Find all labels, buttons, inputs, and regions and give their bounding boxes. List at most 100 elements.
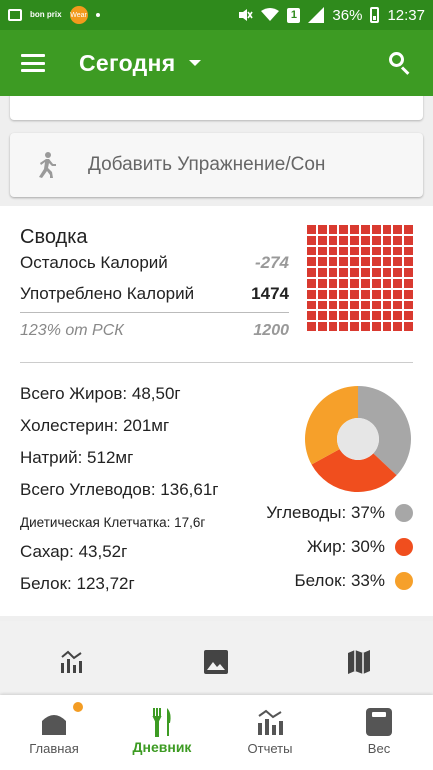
calorie-grid-cell bbox=[307, 235, 316, 245]
calorie-grid-cell bbox=[317, 311, 327, 321]
calorie-grid-cell bbox=[307, 246, 316, 256]
sim-icon: 1 bbox=[287, 7, 301, 23]
nav-weight-label: Вес bbox=[367, 741, 391, 756]
menu-icon[interactable] bbox=[21, 54, 45, 72]
cutlery-icon bbox=[152, 708, 171, 737]
calorie-grid-cell bbox=[382, 246, 392, 256]
calorie-grid-cell bbox=[350, 257, 359, 267]
donut-hole bbox=[337, 418, 379, 460]
calorie-grid-cell bbox=[339, 268, 349, 277]
nutrient-sugar: Сахар: 43,52г bbox=[20, 542, 128, 561]
nutrient-fat: Всего Жиров: 48,50г bbox=[20, 384, 181, 403]
calorie-grid-cell bbox=[371, 300, 381, 310]
date-selector-title[interactable]: Сегодня bbox=[79, 49, 176, 76]
nav-weight[interactable]: Вес bbox=[325, 695, 433, 770]
reports-icon[interactable] bbox=[59, 649, 85, 675]
image-notification-icon bbox=[8, 9, 22, 21]
calorie-grid-cell bbox=[371, 268, 381, 277]
calorie-grid-cell bbox=[371, 289, 381, 299]
calorie-grid-cell bbox=[317, 322, 327, 331]
calorie-grid-cell bbox=[339, 225, 349, 234]
remaining-calories-value: -274 bbox=[254, 253, 289, 272]
calorie-grid-cell bbox=[317, 289, 327, 299]
nutrient-protein: Белок: 123,72г bbox=[20, 574, 135, 593]
chevron-down-icon[interactable] bbox=[189, 60, 202, 66]
donut-slice-carbs bbox=[358, 386, 411, 476]
calorie-grid-cell bbox=[371, 278, 381, 288]
nav-home[interactable]: Главная bbox=[0, 695, 108, 770]
nav-reports[interactable]: Отчеты bbox=[216, 695, 324, 770]
calorie-grid-cell bbox=[382, 257, 392, 267]
summary-divider bbox=[20, 312, 289, 313]
calorie-grid-cell bbox=[317, 278, 327, 288]
calorie-grid-cell bbox=[328, 268, 338, 277]
calorie-grid-cell bbox=[404, 235, 413, 245]
calorie-grid-cell bbox=[350, 322, 359, 331]
diary-content[interactable]: Добавить Упражнение/Сон Сводка Осталось … bbox=[0, 96, 433, 695]
calorie-grid-cell bbox=[361, 225, 370, 234]
calorie-grid-cell bbox=[371, 225, 381, 234]
calorie-grid-cell bbox=[328, 225, 338, 234]
map-icon[interactable] bbox=[346, 649, 372, 675]
calorie-grid bbox=[307, 225, 413, 331]
search-icon[interactable] bbox=[389, 52, 411, 75]
calorie-grid-cell bbox=[382, 300, 392, 310]
calorie-grid-cell bbox=[328, 300, 338, 310]
calorie-grid-cell bbox=[339, 322, 349, 331]
calorie-grid-cell bbox=[350, 268, 359, 277]
nav-reports-label: Отчеты bbox=[247, 741, 293, 756]
calorie-grid-cell bbox=[339, 257, 349, 267]
legend-fat: Жир: 30% bbox=[307, 537, 413, 557]
dot-icon bbox=[95, 13, 100, 17]
calorie-grid-cell bbox=[328, 235, 338, 245]
calorie-grid-cell bbox=[317, 300, 327, 310]
calorie-grid-cell bbox=[317, 257, 327, 267]
home-badge bbox=[73, 702, 83, 712]
calorie-grid-cell bbox=[350, 278, 359, 288]
legend-carbs: Углеводы: 37% bbox=[266, 503, 413, 523]
remaining-calories-label: Осталось Калорий bbox=[20, 253, 168, 272]
image-icon[interactable] bbox=[203, 649, 229, 675]
calorie-grid-cell bbox=[371, 246, 381, 256]
consumed-calories-label: Употреблено Калорий bbox=[20, 284, 195, 303]
calorie-grid-cell bbox=[307, 300, 316, 310]
section-divider bbox=[20, 362, 413, 363]
calorie-grid-cell bbox=[350, 300, 359, 310]
calorie-grid-cell bbox=[328, 246, 338, 256]
add-exercise-button[interactable]: Добавить Упражнение/Сон bbox=[10, 133, 423, 197]
calorie-grid-cell bbox=[361, 235, 370, 245]
bottom-navigation: Главная Дневник Отчеты Вес bbox=[0, 695, 433, 770]
calorie-grid-cell bbox=[339, 300, 349, 310]
calorie-grid-cell bbox=[361, 300, 370, 310]
calorie-grid-cell bbox=[404, 311, 413, 321]
calorie-grid-cell bbox=[307, 257, 316, 267]
calorie-grid-cell bbox=[307, 289, 316, 299]
nav-diary[interactable]: Дневник bbox=[108, 695, 216, 770]
calorie-grid-cell bbox=[393, 311, 403, 321]
calorie-grid-cell bbox=[350, 246, 359, 256]
calorie-grid-cell bbox=[361, 257, 370, 267]
nutrient-sodium: Натрий: 512мг bbox=[20, 448, 134, 467]
calorie-grid-cell bbox=[382, 235, 392, 245]
calorie-grid-cell bbox=[328, 289, 338, 299]
calorie-grid-cell bbox=[393, 257, 403, 267]
calorie-grid-cell bbox=[404, 289, 413, 299]
donut-slice-protein bbox=[305, 386, 358, 465]
wifi-icon bbox=[261, 8, 280, 21]
rsk-value: 1200 bbox=[253, 322, 289, 339]
calorie-grid-cell bbox=[361, 289, 370, 299]
summary-title: Сводка bbox=[20, 226, 88, 248]
calorie-grid-cell bbox=[307, 311, 316, 321]
app-bar: Сегодня bbox=[0, 30, 433, 96]
macro-donut-chart bbox=[305, 386, 411, 492]
calorie-grid-cell bbox=[393, 246, 403, 256]
donut-slice-fat bbox=[311, 449, 397, 492]
calorie-grid-cell bbox=[371, 311, 381, 321]
calorie-grid-cell bbox=[307, 268, 316, 277]
legend-protein-label: Белок: 33% bbox=[294, 571, 385, 590]
calorie-grid-cell bbox=[361, 278, 370, 288]
calorie-grid-cell bbox=[307, 322, 316, 331]
calorie-grid-cell bbox=[307, 278, 316, 288]
consumed-calories-value: 1474 bbox=[251, 284, 289, 303]
calorie-grid-cell bbox=[361, 322, 370, 331]
